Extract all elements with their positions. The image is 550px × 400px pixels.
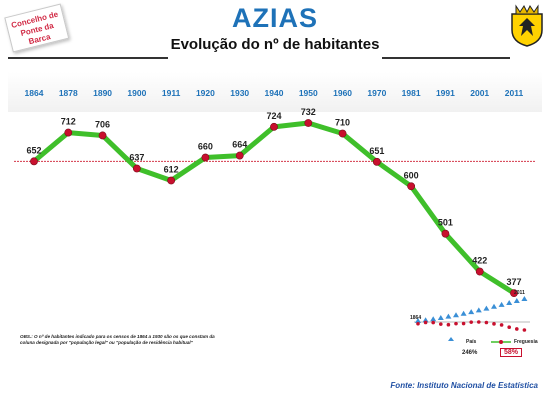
years-band <box>8 72 542 112</box>
year-tick-label: 1890 <box>93 88 112 98</box>
inset-freguesia-mark <box>431 320 436 325</box>
data-point <box>132 164 141 173</box>
inset-pais-mark <box>483 305 490 311</box>
inset-legend-pais: País <box>466 339 477 345</box>
data-point <box>407 182 416 191</box>
year-tick-label: 1981 <box>402 88 421 98</box>
inset-freguesia-mark <box>416 322 420 326</box>
series-line <box>32 120 516 296</box>
year-tick-label: 2001 <box>470 88 489 98</box>
inset-pais-mark <box>475 307 482 313</box>
year-tick-label: 1864 <box>25 88 44 98</box>
coat-of-arms-icon <box>511 4 543 47</box>
data-point <box>304 119 313 127</box>
data-label: 600 <box>404 170 419 180</box>
data-point <box>30 157 38 166</box>
year-tick-label: 2011 <box>505 88 524 98</box>
inset-pais-mark <box>468 309 475 315</box>
year-tick-label: 1970 <box>367 88 386 98</box>
data-label: 724 <box>266 111 281 121</box>
inset-pct-pais: 246% <box>462 350 478 356</box>
inset-pais-mark <box>437 315 444 321</box>
data-point <box>510 289 518 298</box>
data-point <box>338 129 347 138</box>
inset-freguesia-mark <box>439 322 443 326</box>
inset-freguesia-mark <box>492 322 496 326</box>
data-point <box>475 267 484 276</box>
inset-legend-freguesia-swatch <box>499 340 503 344</box>
data-point <box>64 128 73 137</box>
inset-pais-mark <box>513 298 520 304</box>
inset-freguesia-mark <box>423 320 428 325</box>
data-label: 651 <box>369 146 384 156</box>
inset-legend-freguesia: Freguesia <box>514 339 538 345</box>
source-note: Fonte: Instituto Nacional de Estatística <box>390 381 538 390</box>
inset-pais-mark <box>498 301 505 307</box>
data-point <box>441 229 450 238</box>
data-point <box>201 153 210 162</box>
title-rule-left <box>8 57 168 59</box>
inset-pais-mark <box>491 303 497 309</box>
data-point <box>235 151 244 160</box>
inset-pais-mark <box>453 312 459 318</box>
data-label: 712 <box>61 117 76 127</box>
data-label: 377 <box>506 277 521 287</box>
inset-freguesia-mark <box>507 325 512 330</box>
data-label: 710 <box>335 118 350 128</box>
inset-pais-mark <box>422 317 429 323</box>
inset-pais-mark <box>521 296 528 301</box>
year-tick-label: 1991 <box>436 88 455 98</box>
inset-freguesia-mark <box>484 320 489 325</box>
inset-pais-mark <box>415 318 421 323</box>
inset-freguesia-mark <box>522 328 527 332</box>
chart-subtitle: Evolução do nº de habitantes <box>170 36 380 53</box>
data-point <box>167 176 176 185</box>
inset-freguesia-mark <box>515 327 519 331</box>
page-title: AZIAS <box>232 3 318 33</box>
inset-freguesia-mark <box>499 323 504 327</box>
data-label: 706 <box>95 119 110 129</box>
year-tick-label: 1930 <box>230 88 249 98</box>
year-tick-label: 1950 <box>299 88 318 98</box>
inset-label-start: 1864 <box>410 315 422 321</box>
inset-pais-mark <box>506 299 513 305</box>
inset-freguesia-mark <box>446 322 451 327</box>
inset-pct-freguesia: 58% <box>500 348 523 357</box>
data-label: 664 <box>232 140 247 150</box>
year-tick-label: 1878 <box>59 88 78 98</box>
data-point <box>270 122 278 131</box>
inset-pais-mark <box>430 316 437 322</box>
data-label: 637 <box>129 153 144 163</box>
data-label: 652 <box>26 145 41 155</box>
inset-pais-mark <box>445 313 452 319</box>
data-label: 422 <box>472 256 487 266</box>
inset-freguesia-mark <box>469 320 474 324</box>
year-tick-label: 1940 <box>265 88 284 98</box>
year-tick-label: 1920 <box>196 88 215 98</box>
inset-label-end: 2011 <box>514 290 525 296</box>
data-label: 732 <box>301 107 316 117</box>
observation-note: OBS.: O nº de habitantes indicado para o… <box>20 334 215 345</box>
inset-mini-chart <box>414 296 530 344</box>
inset-freguesia-mark <box>454 321 458 326</box>
data-point <box>98 131 107 140</box>
data-label: 612 <box>164 165 179 175</box>
data-label: 660 <box>198 142 213 152</box>
title-rule-right <box>382 57 510 59</box>
year-tick-label: 1900 <box>127 88 146 98</box>
inset-legend-pais-swatch <box>448 337 454 341</box>
data-point <box>372 157 381 166</box>
year-tick-label: 1911 <box>162 88 181 98</box>
inset-freguesia-mark <box>477 320 481 324</box>
year-tick-label: 1960 <box>333 88 352 98</box>
inset-freguesia-mark <box>461 321 466 326</box>
inset-pais-mark <box>460 310 467 316</box>
data-label: 501 <box>438 218 453 228</box>
